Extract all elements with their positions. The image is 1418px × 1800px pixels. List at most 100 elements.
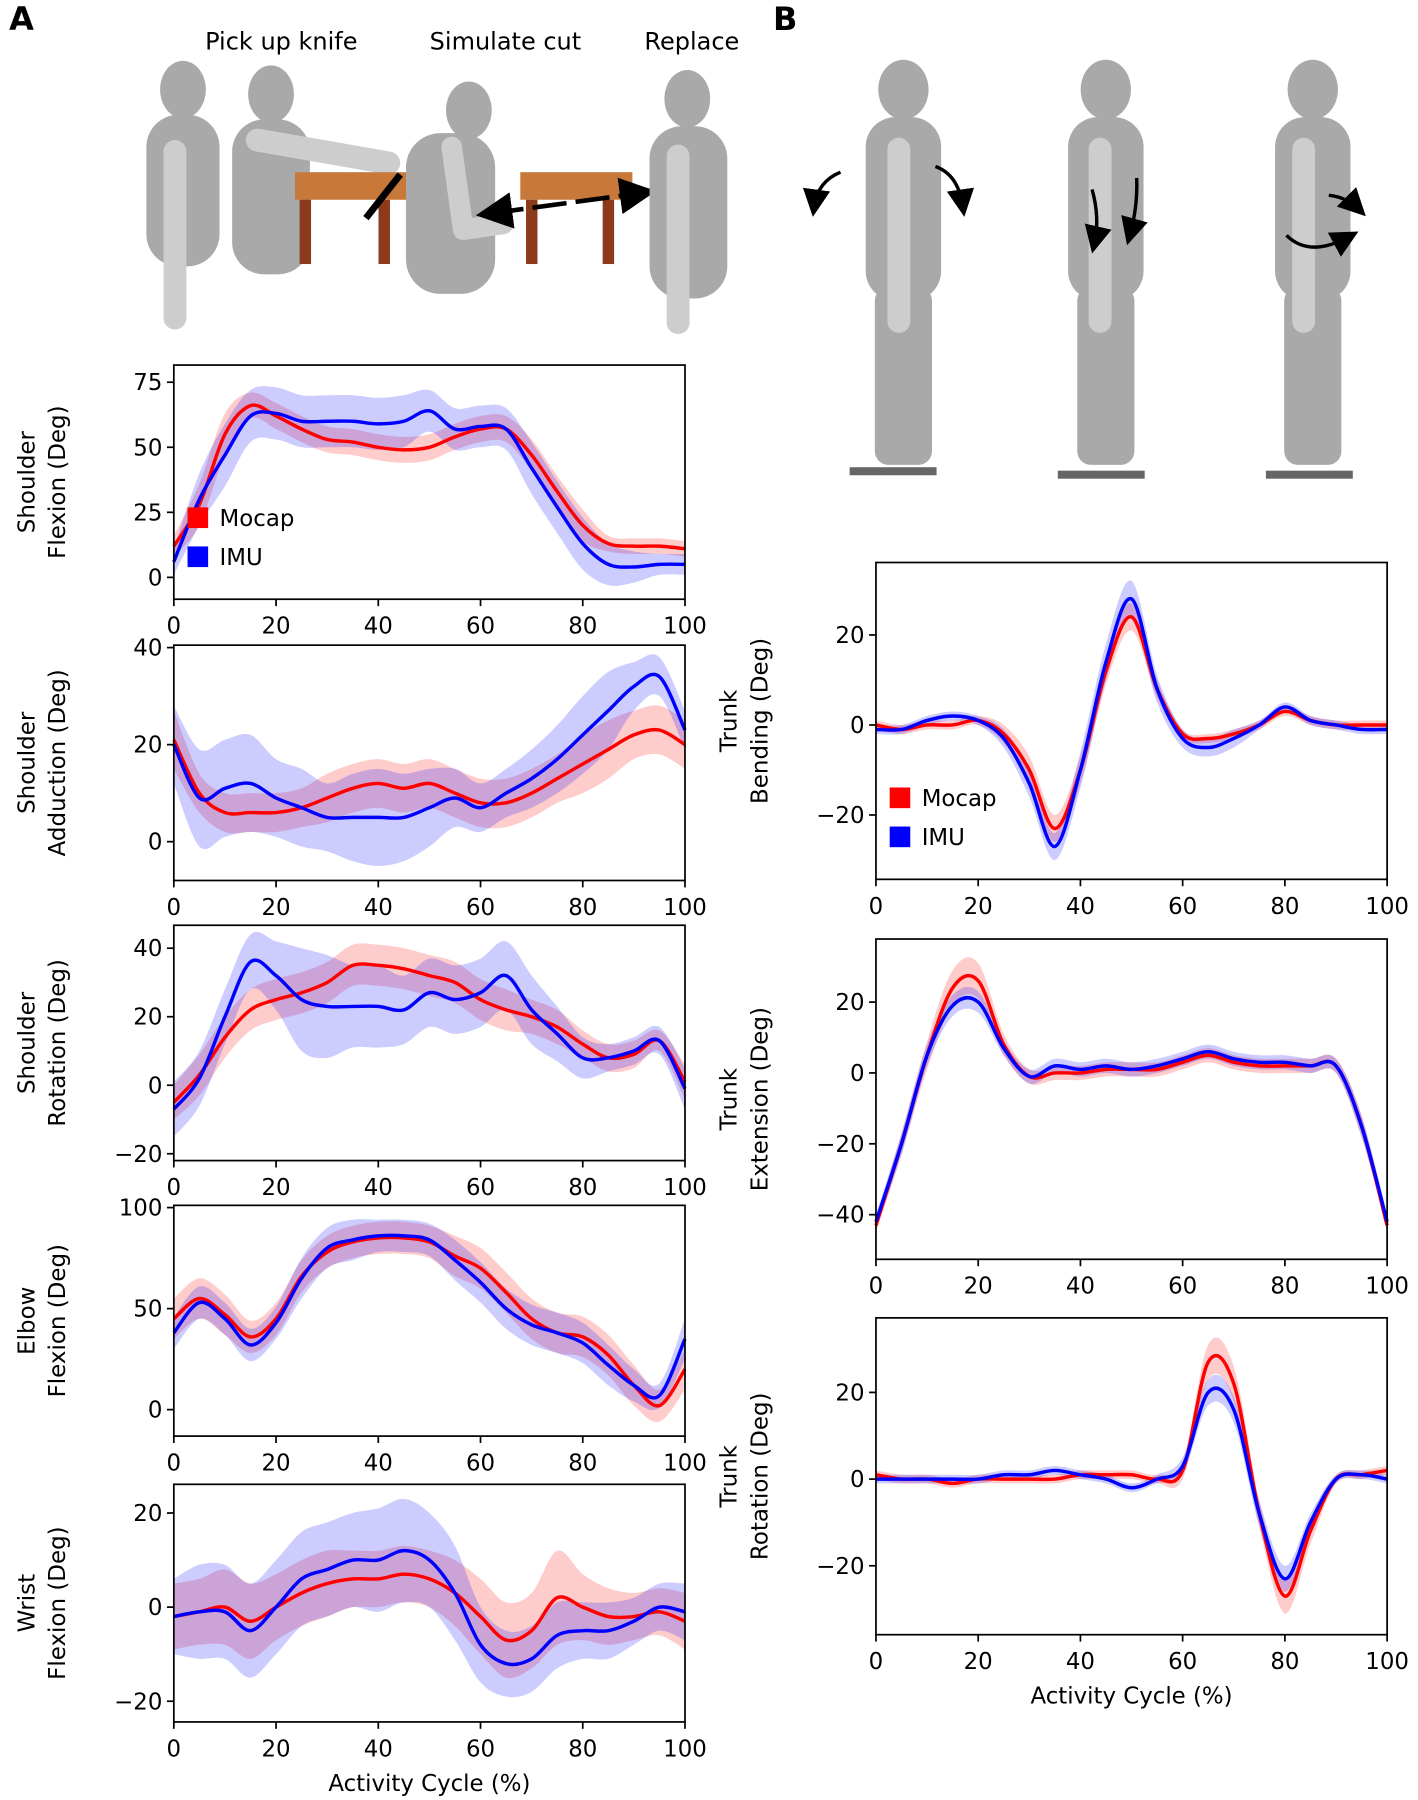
- series-line: [173, 1548, 686, 1667]
- y-axis-label: Shoulder: [14, 430, 40, 533]
- legend-label: Mocap: [220, 506, 295, 532]
- x-tick-label: 80: [568, 1450, 597, 1476]
- y-axis-label: Wrist: [14, 1574, 40, 1632]
- y-tick-label: 0: [148, 1398, 163, 1424]
- x-tick-label: 0: [167, 614, 182, 640]
- series-line: [172, 958, 687, 1111]
- y-tick-label: 0: [148, 1073, 163, 1099]
- x-tick-label: 40: [364, 1736, 393, 1762]
- x-tick-label: 80: [568, 1736, 597, 1762]
- y-axis-label: Adduction (Deg): [45, 669, 71, 856]
- step-caption: Pick up knife: [205, 27, 357, 55]
- y-tick-label: 20: [835, 623, 864, 649]
- y-axis-label: Shoulder: [14, 991, 40, 1094]
- series-line: [172, 727, 686, 816]
- y-tick-label: 50: [133, 1297, 162, 1323]
- x-tick-label: 20: [262, 895, 291, 921]
- x-tick-label: 80: [568, 895, 597, 921]
- x-tick-label: 100: [1365, 1649, 1409, 1675]
- std-band: [173, 386, 685, 586]
- x-tick-label: 20: [964, 894, 993, 920]
- x-tick-label: 60: [466, 895, 495, 921]
- x-tick-label: 80: [1270, 1274, 1299, 1300]
- y-axis-label: Elbow: [14, 1287, 40, 1355]
- x-tick-label: 80: [1270, 1649, 1299, 1675]
- std-band: [173, 392, 685, 557]
- y-axis-label: Rotation (Deg): [45, 959, 71, 1127]
- x-tick-label: 40: [364, 895, 393, 921]
- y-tick-label: −20: [816, 1554, 864, 1580]
- x-tick-label: 100: [1365, 894, 1409, 920]
- series-line: [172, 1235, 687, 1408]
- y-tick-label: 50: [133, 435, 162, 461]
- x-tick-label: 0: [167, 1736, 182, 1762]
- x-tick-label: 100: [663, 895, 707, 921]
- std-band: [875, 986, 1388, 1229]
- x-tick-label: 20: [964, 1649, 993, 1675]
- series-line: [875, 615, 1388, 831]
- series-line: [173, 1572, 686, 1643]
- panel-label: A: [9, 0, 34, 38]
- y-axis-label: Rotation (Deg): [747, 1392, 773, 1560]
- y-axis-label: Extension (Deg): [747, 1007, 773, 1191]
- y-tick-label: −20: [114, 1689, 162, 1715]
- std-band: [173, 943, 685, 1120]
- series-line: [875, 1386, 1388, 1581]
- x-tick-label: 40: [364, 1175, 393, 1201]
- x-tick-label: 80: [1270, 894, 1299, 920]
- x-tick-label: 20: [964, 1274, 993, 1300]
- y-tick-label: 20: [133, 1501, 162, 1527]
- x-tick-label: 60: [1168, 1274, 1197, 1300]
- step-caption: Replace: [644, 27, 739, 55]
- legend-swatch: [889, 787, 911, 809]
- y-axis-label: Trunk: [716, 1067, 742, 1131]
- x-tick-label: 20: [262, 1175, 291, 1201]
- y-axis-label: Shoulder: [14, 711, 40, 814]
- x-tick-label: 40: [1066, 1274, 1095, 1300]
- y-tick-label: 20: [835, 990, 864, 1016]
- std-band: [875, 603, 1388, 842]
- x-tick-label: 100: [663, 1450, 707, 1476]
- series-line: [172, 409, 685, 569]
- std-band: [875, 1374, 1388, 1592]
- x-tick-label: 0: [167, 1450, 182, 1476]
- plot-frame: [875, 1316, 1388, 1636]
- illustration-b: [802, 59, 1366, 479]
- std-band: [173, 1498, 685, 1698]
- series-line: [172, 962, 687, 1104]
- x-tick-label: 20: [262, 614, 291, 640]
- plot-frame: [172, 1204, 686, 1437]
- x-tick-label: 0: [869, 1274, 884, 1300]
- x-tick-label: 0: [167, 1175, 182, 1201]
- y-tick-label: −20: [114, 1142, 162, 1168]
- y-axis-label: Trunk: [716, 689, 742, 753]
- std-band: [173, 705, 685, 834]
- std-band: [173, 654, 685, 866]
- y-axis-label: Trunk: [716, 1444, 742, 1508]
- x-tick-label: 0: [167, 895, 182, 921]
- x-tick-label: 60: [466, 1175, 495, 1201]
- series-line: [875, 1354, 1388, 1598]
- x-axis-label: Activity Cycle (%): [328, 1771, 530, 1797]
- legend-label: IMU: [922, 825, 965, 851]
- series-line: [874, 996, 1389, 1223]
- x-tick-label: 0: [869, 894, 884, 920]
- legend-label: IMU: [220, 545, 263, 571]
- legend-swatch: [187, 546, 209, 568]
- series-line: [172, 672, 687, 820]
- y-tick-label: 0: [850, 1467, 865, 1493]
- std-band: [173, 931, 685, 1137]
- y-tick-label: 20: [835, 1380, 864, 1406]
- y-tick-label: 0: [850, 713, 865, 739]
- y-tick-label: 100: [119, 1196, 163, 1222]
- y-axis-label: Flexion (Deg): [45, 405, 71, 558]
- x-tick-label: 80: [568, 614, 597, 640]
- x-tick-label: 40: [1066, 1649, 1095, 1675]
- x-axis-label: Activity Cycle (%): [1031, 1684, 1233, 1710]
- x-tick-label: 100: [1365, 1274, 1409, 1300]
- step-caption: Simulate cut: [430, 27, 582, 55]
- y-tick-label: 0: [148, 1595, 163, 1621]
- y-axis-label: Flexion (Deg): [45, 1526, 71, 1679]
- x-tick-label: 60: [466, 1450, 495, 1476]
